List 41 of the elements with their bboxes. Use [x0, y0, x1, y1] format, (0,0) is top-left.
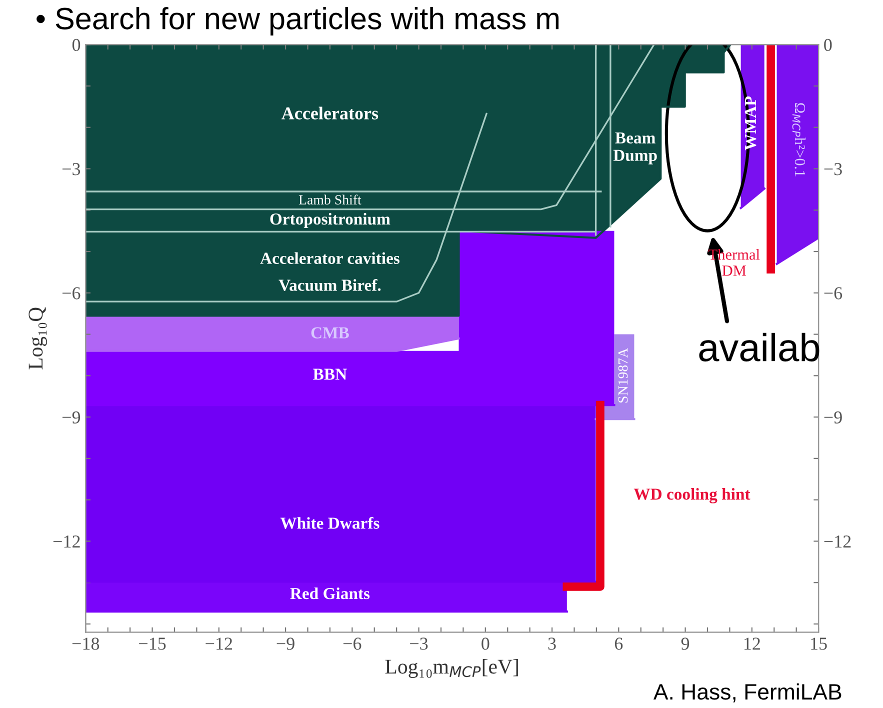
x-tick-label: 15: [811, 638, 827, 650]
annotation: CMB: [311, 327, 349, 338]
y2-tick-label: −12: [824, 536, 851, 548]
annotation: WD cooling hint: [634, 488, 750, 504]
annotation: Beam Dump: [613, 132, 657, 164]
text: A. Hass, FermiLAB: [653, 683, 842, 702]
annotation: Ω$_{MCP}$h²>0.1: [792, 103, 806, 176]
y-tick-label: −6: [62, 287, 80, 300]
y-tick-label: 0: [72, 38, 80, 52]
x-tick-label: 0: [482, 638, 490, 650]
annotation: White Dwarfs: [280, 516, 380, 529]
x-axis-title: Log₁₀m$_{MCP}$[eV]: [385, 659, 518, 678]
x-tick-label: 9: [681, 638, 690, 650]
annotation: Ortopositronium: [270, 212, 390, 228]
annotation: Lamb Shift: [298, 194, 362, 205]
x-tick-label: 3: [548, 638, 556, 650]
x-tick-label: −6: [343, 638, 362, 650]
chart-title: • Search for new particles with mass m: [36, 7, 559, 36]
annotation: Red Giants: [290, 587, 370, 600]
x-tick-label: −18: [72, 638, 100, 650]
y2-tick-label: −9: [824, 411, 842, 424]
y-tick-label: −9: [62, 411, 80, 424]
y-tick-label: −12: [53, 536, 80, 548]
annotation: BBN: [313, 368, 347, 380]
annotation: Vacuum Biref.: [278, 278, 381, 291]
annotation: WMAP: [744, 96, 756, 150]
annotation: SN1987A: [618, 348, 628, 403]
x-tick-label: 6: [614, 638, 623, 650]
y2-tick-label: −6: [824, 287, 842, 300]
annotation: Accelerator cavities: [260, 252, 400, 264]
y2-tick-label: 0: [824, 38, 832, 52]
annotation: Accelerators: [282, 106, 378, 120]
y2-tick-label: −3: [824, 163, 842, 176]
y-tick-label: −3: [62, 163, 80, 176]
x-tick-label: 12: [744, 638, 760, 650]
x-tick-label: −9: [276, 638, 294, 650]
x-tick-label: −15: [139, 638, 166, 650]
x-tick-label: −12: [206, 638, 232, 650]
annotation: availab: [699, 332, 820, 362]
x-tick-label: −3: [410, 638, 428, 650]
y-axis-title: Log₁₀Q: [28, 307, 47, 370]
